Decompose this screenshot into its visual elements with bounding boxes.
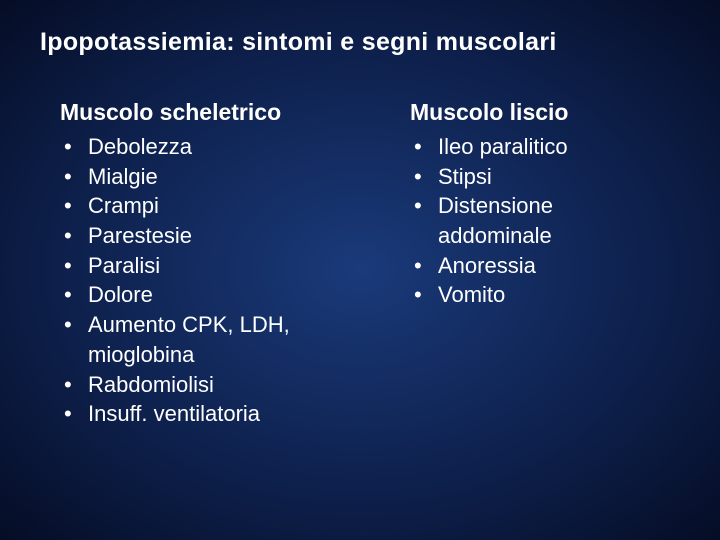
columns: Muscolo scheletrico Debolezza Mialgie Cr… [40,99,680,429]
slide: Ipopotassiemia: sintomi e segni muscolar… [0,0,720,540]
subheading-left: Muscolo scheletrico [60,99,370,126]
list-item: Distensione addominale [410,191,670,250]
list-item: Vomito [410,280,670,310]
list-item: Insuff. ventilatoria [60,399,370,429]
list-item: Rabdomiolisi [60,370,370,400]
column-right: Muscolo liscio Ileo paralitico Stipsi Di… [410,99,670,429]
slide-title: Ipopotassiemia: sintomi e segni muscolar… [40,28,680,57]
list-right: Ileo paralitico Stipsi Distensione addom… [410,132,670,310]
list-left: Debolezza Mialgie Crampi Parestesie Para… [60,132,370,429]
list-item: Aumento CPK, LDH, mioglobina [60,310,370,369]
list-item: Parestesie [60,221,370,251]
list-item: Crampi [60,191,370,221]
list-item: Mialgie [60,162,370,192]
list-item: Paralisi [60,251,370,281]
list-item: Ileo paralitico [410,132,670,162]
list-item: Stipsi [410,162,670,192]
list-item: Anoressia [410,251,670,281]
column-left: Muscolo scheletrico Debolezza Mialgie Cr… [60,99,370,429]
list-item: Dolore [60,280,370,310]
subheading-right: Muscolo liscio [410,99,670,126]
list-item: Debolezza [60,132,370,162]
